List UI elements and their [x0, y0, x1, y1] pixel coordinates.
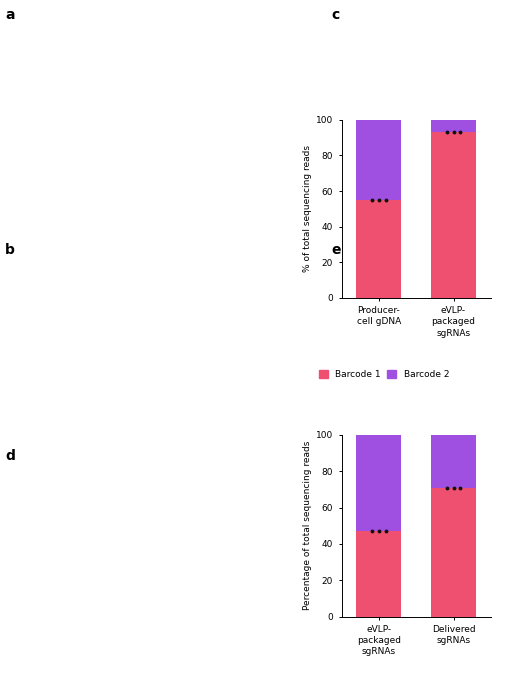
Bar: [430, 488, 475, 616]
Text: e: e: [331, 243, 340, 257]
Bar: [430, 120, 475, 132]
Text: d: d: [5, 449, 15, 462]
Y-axis label: Percentage of total sequencing reads: Percentage of total sequencing reads: [302, 441, 311, 610]
Bar: [430, 435, 475, 488]
Bar: [430, 132, 475, 298]
Text: b: b: [5, 243, 15, 257]
Legend: Barcode 1, Barcode 2: Barcode 1, Barcode 2: [319, 370, 448, 379]
Bar: [356, 435, 400, 531]
Text: a: a: [5, 8, 15, 22]
Y-axis label: % of total sequencing reads: % of total sequencing reads: [302, 145, 311, 273]
Bar: [356, 120, 400, 200]
Text: c: c: [331, 8, 339, 22]
Bar: [356, 200, 400, 298]
Bar: [356, 531, 400, 616]
